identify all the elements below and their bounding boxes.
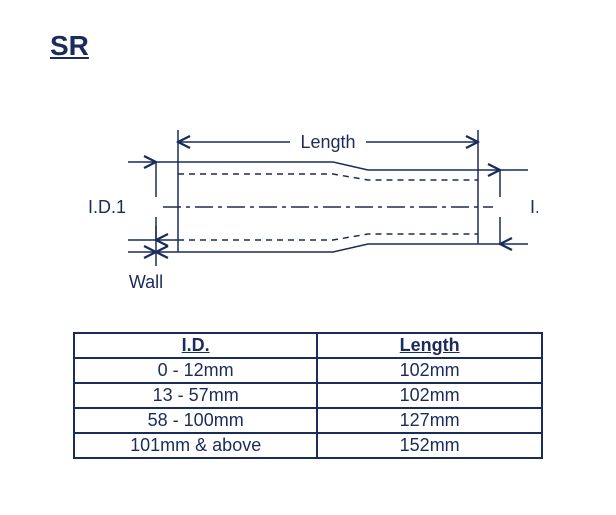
table-header-row: I.D. Length <box>74 333 542 358</box>
diagram-svg: Length I.D.1 I.D.2 Wall <box>78 102 538 302</box>
svg-text:I.D.2: I.D.2 <box>530 197 538 217</box>
svg-text:I.D.1: I.D.1 <box>88 197 126 217</box>
col-header-id: I.D. <box>74 333 317 358</box>
cell-length: 152mm <box>317 433 542 458</box>
cell-id: 0 - 12mm <box>74 358 317 383</box>
table-row: 58 - 100mm 127mm <box>74 408 542 433</box>
col-header-length: Length <box>317 333 542 358</box>
table-row: 0 - 12mm 102mm <box>74 358 542 383</box>
section-diagram: Length I.D.1 I.D.2 Wall <box>78 102 538 302</box>
cell-id: 13 - 57mm <box>74 383 317 408</box>
cell-length: 102mm <box>317 383 542 408</box>
cell-length: 127mm <box>317 408 542 433</box>
table-row: 101mm & above 152mm <box>74 433 542 458</box>
svg-text:Wall: Wall <box>129 272 163 292</box>
dimension-table: I.D. Length 0 - 12mm 102mm 13 - 57mm 102… <box>73 332 543 459</box>
svg-text:Length: Length <box>300 132 355 152</box>
cell-length: 102mm <box>317 358 542 383</box>
page-title: SR <box>50 30 576 62</box>
cell-id: 58 - 100mm <box>74 408 317 433</box>
table-row: 13 - 57mm 102mm <box>74 383 542 408</box>
cell-id: 101mm & above <box>74 433 317 458</box>
